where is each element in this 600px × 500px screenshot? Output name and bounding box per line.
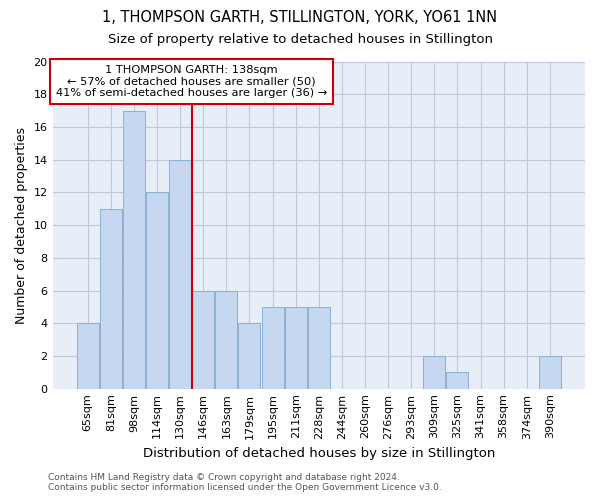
Text: Size of property relative to detached houses in Stillington: Size of property relative to detached ho… xyxy=(107,32,493,46)
Text: 1, THOMPSON GARTH, STILLINGTON, YORK, YO61 1NN: 1, THOMPSON GARTH, STILLINGTON, YORK, YO… xyxy=(103,10,497,25)
Text: 1 THOMPSON GARTH: 138sqm
← 57% of detached houses are smaller (50)
41% of semi-d: 1 THOMPSON GARTH: 138sqm ← 57% of detach… xyxy=(56,65,328,98)
Bar xyxy=(100,208,122,388)
Bar xyxy=(123,110,145,388)
Bar xyxy=(262,307,284,388)
X-axis label: Distribution of detached houses by size in Stillington: Distribution of detached houses by size … xyxy=(143,447,495,460)
Bar xyxy=(215,290,238,388)
Bar xyxy=(77,323,98,388)
Bar xyxy=(539,356,561,388)
Bar xyxy=(146,192,168,388)
Bar xyxy=(308,307,330,388)
Bar xyxy=(446,372,469,388)
Bar xyxy=(192,290,214,388)
Text: Contains HM Land Registry data © Crown copyright and database right 2024.
Contai: Contains HM Land Registry data © Crown c… xyxy=(48,473,442,492)
Bar xyxy=(238,323,260,388)
Bar xyxy=(284,307,307,388)
Bar xyxy=(169,160,191,388)
Y-axis label: Number of detached properties: Number of detached properties xyxy=(15,126,28,324)
Bar xyxy=(424,356,445,388)
